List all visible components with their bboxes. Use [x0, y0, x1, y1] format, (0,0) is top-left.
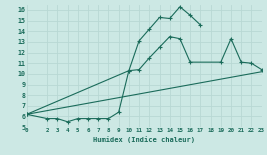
X-axis label: Humidex (Indice chaleur): Humidex (Indice chaleur) — [93, 136, 195, 143]
